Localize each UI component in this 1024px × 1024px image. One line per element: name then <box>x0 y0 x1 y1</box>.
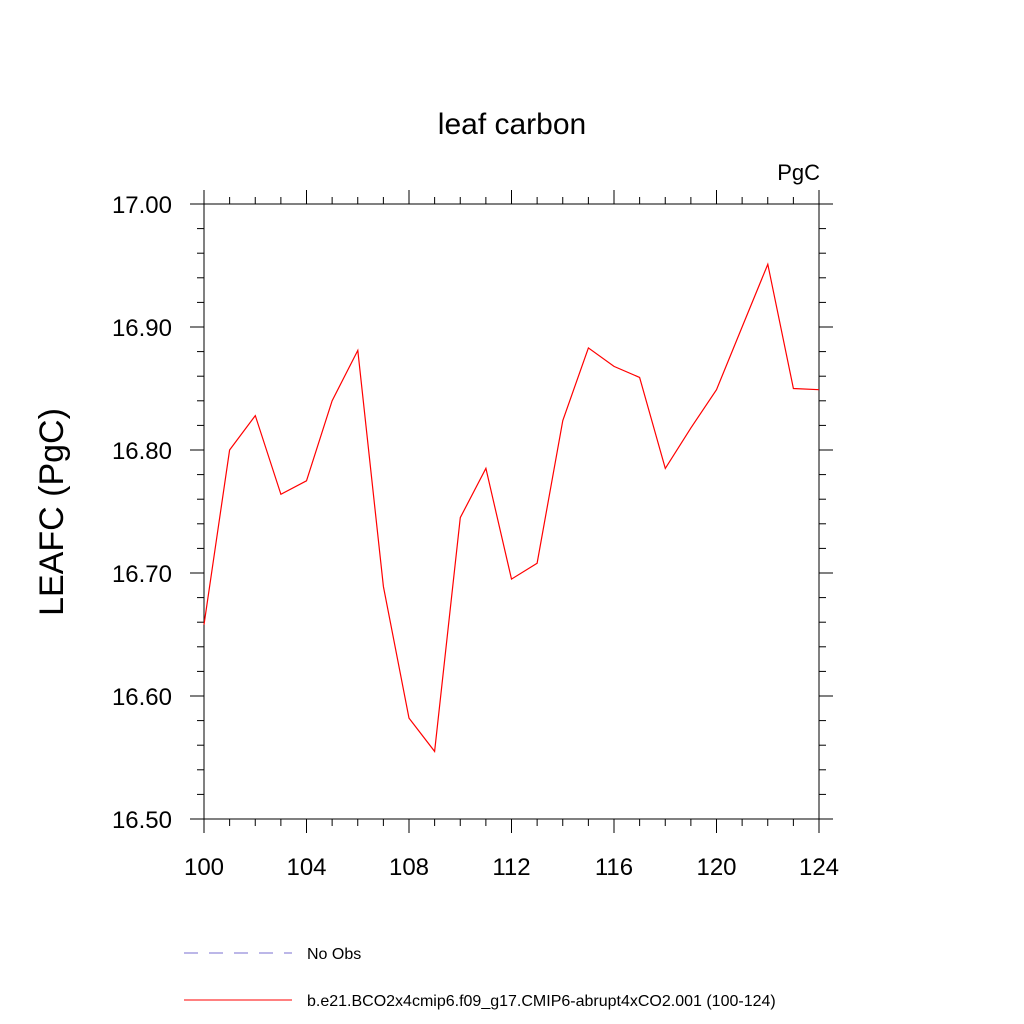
x-tick-label: 124 <box>799 854 839 881</box>
x-tick-label: 116 <box>595 854 633 881</box>
legend-label-model-run: b.e21.BCO2x4cmip6.f09_g17.CMIP6-abrupt4x… <box>307 993 776 1010</box>
plot-frame <box>203 203 820 820</box>
y-tick-label: 16.70 <box>112 561 172 588</box>
y-tick-label: 16.90 <box>112 315 172 342</box>
chart-title: leaf carbon <box>438 108 586 141</box>
x-tick-label: 104 <box>286 854 326 881</box>
y-tick-label: 16.80 <box>112 438 172 465</box>
y-tick-label: 16.60 <box>112 684 172 711</box>
units-label: PgC <box>777 160 820 185</box>
x-tick-label: 120 <box>696 854 736 881</box>
y-tick-label: 16.50 <box>112 807 172 834</box>
x-tick-label: 108 <box>389 854 429 881</box>
axis-ticks <box>190 190 833 833</box>
legend-label-no-obs: No Obs <box>307 946 361 963</box>
x-tick-label: 112 <box>492 854 530 881</box>
legend: No Obs b.e21.BCO2x4cmip6.f09_g17.CMIP6-a… <box>184 946 776 1010</box>
y-tick-label: 17.00 <box>112 192 172 219</box>
y-axis-label: LEAFC (PgC) <box>33 408 71 616</box>
tick-labels: 100 104 108 112 116 120 124 16.50 16.60 16.70 16.8… <box>112 192 839 881</box>
x-tick-label: 100 <box>184 854 224 881</box>
series-layer <box>203 262 820 753</box>
series-line-0 <box>203 262 820 753</box>
